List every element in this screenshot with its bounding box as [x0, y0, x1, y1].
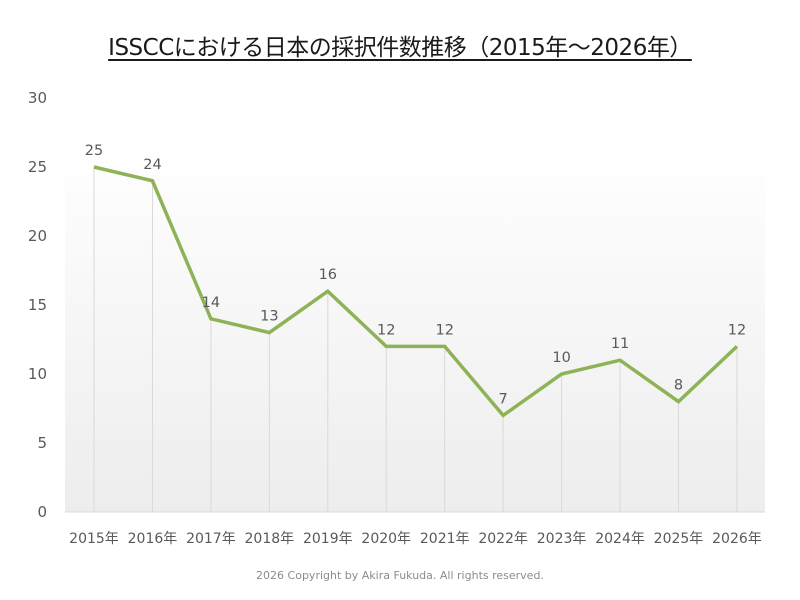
y-tick-label: 30 [28, 89, 47, 107]
y-tick-label: 15 [28, 296, 47, 314]
data-label: 8 [674, 378, 683, 394]
data-label: 14 [202, 295, 220, 311]
data-label: 12 [728, 322, 746, 338]
plot-area [65, 143, 765, 512]
x-tick-label: 2023年 [537, 531, 587, 547]
drop-lines [93, 167, 738, 512]
x-tick-label: 2021年 [420, 531, 470, 547]
y-tick-label: 0 [37, 503, 47, 521]
data-label: 13 [260, 309, 278, 325]
data-label: 12 [435, 322, 453, 338]
data-label: 24 [143, 157, 161, 173]
y-tick-label: 25 [28, 158, 47, 176]
series-line [93, 165, 739, 418]
y-tick-label: 20 [28, 227, 47, 245]
chart-title: ISSCCにおける日本の採択件数推移（2015年～2026年） [0, 28, 800, 62]
data-label: 12 [377, 322, 395, 338]
x-tick-label: 2019年 [303, 531, 353, 547]
y-axis: 0 5 10 15 20 25 30 [28, 89, 47, 521]
data-label: 16 [319, 267, 337, 283]
x-tick-label: 2018年 [245, 531, 295, 547]
data-label: 7 [499, 391, 508, 407]
x-tick-label: 2017年 [186, 531, 236, 547]
x-tick-label: 2015年 [69, 531, 119, 547]
data-label: 10 [552, 350, 570, 366]
data-label: 11 [611, 336, 629, 352]
copyright-notice: 2026 Copyright by Akira Fukuda. All righ… [256, 569, 544, 582]
x-tick-label: 2022年 [478, 531, 528, 547]
x-tick-label: 2020年 [361, 531, 411, 547]
x-tick-label: 2016年 [128, 531, 178, 547]
x-tick-label: 2026年 [712, 531, 762, 547]
data-label: 25 [85, 143, 103, 159]
chart-title-text: ISSCCにおける日本の採択件数推移（2015年～2026年） [108, 35, 692, 61]
x-axis: 2015年 2016年 2017年 2018年 2019年 2020年 2021年 2022年… [69, 531, 762, 547]
x-tick-label: 2025年 [654, 531, 704, 547]
data-labels: 25 24 14 13 16 12 12 7 10 11 8 12 [85, 143, 746, 407]
y-tick-label: 10 [28, 365, 47, 383]
y-tick-label: 5 [37, 434, 47, 452]
x-tick-label: 2024年 [595, 531, 645, 547]
